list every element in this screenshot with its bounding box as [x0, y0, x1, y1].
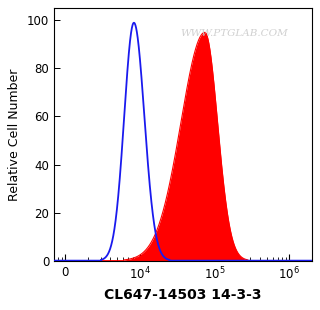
Text: WWW.PTGLAB.COM: WWW.PTGLAB.COM: [180, 29, 288, 38]
Y-axis label: Relative Cell Number: Relative Cell Number: [8, 68, 21, 201]
X-axis label: CL647-14503 14-3-3: CL647-14503 14-3-3: [104, 288, 261, 302]
